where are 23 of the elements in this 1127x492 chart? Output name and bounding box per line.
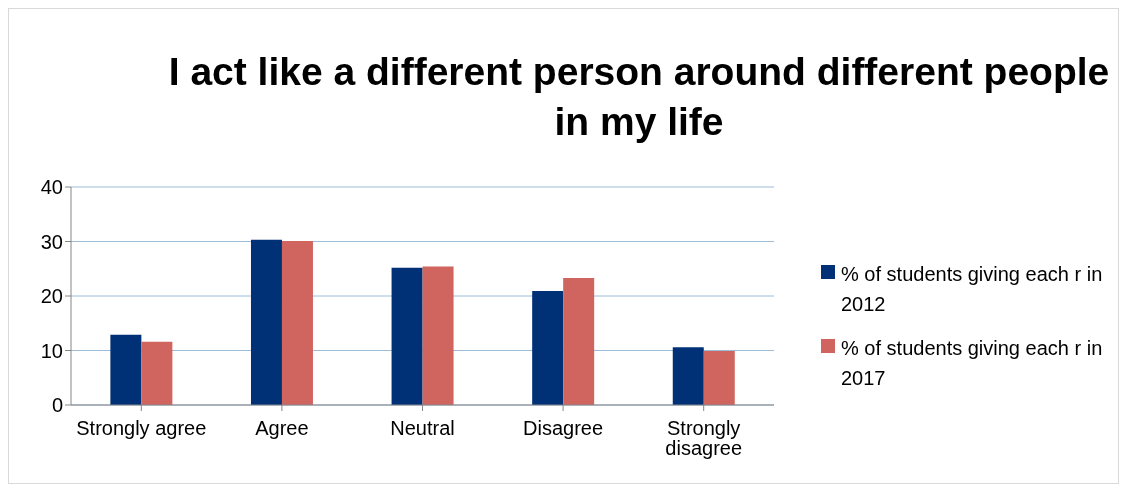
- bar: [672, 347, 704, 405]
- x-tick-label: Agree: [255, 417, 309, 440]
- legend-label: % of students giving each r in 2012: [841, 262, 1104, 317]
- legend-label: % of students giving each r in 2017: [841, 336, 1104, 391]
- bar: [250, 239, 282, 405]
- y-tick-label: 20: [40, 285, 63, 308]
- bar: [110, 334, 142, 405]
- x-tick-label: Disagree: [523, 417, 604, 440]
- y-tick-label: 10: [40, 339, 63, 362]
- y-tick-label: 40: [40, 176, 63, 199]
- y-tick-label: 30: [40, 230, 63, 253]
- x-tick-label: Strongly disagree: [665, 417, 743, 460]
- bar: [563, 278, 595, 405]
- bar: [703, 351, 735, 405]
- bar: [281, 240, 313, 405]
- bar: [141, 341, 173, 405]
- x-tick-label: Strongly agree: [76, 417, 207, 440]
- bar: [391, 267, 423, 405]
- bar: [532, 291, 564, 405]
- bar: [422, 266, 454, 405]
- x-tick-label: Neutral: [390, 417, 455, 440]
- chart-title: I act like a different person around different people in my life: [167, 49, 1111, 145]
- y-tick-label: 0: [51, 394, 63, 417]
